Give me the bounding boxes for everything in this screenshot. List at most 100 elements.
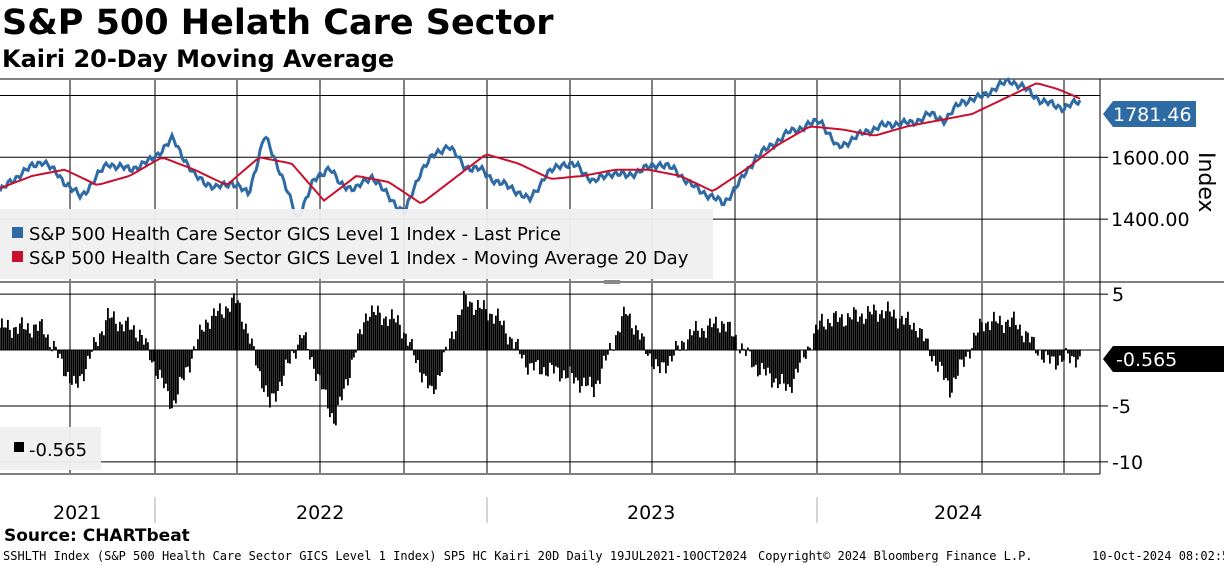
kairi-bar [571, 350, 573, 374]
kairi-bar [541, 350, 543, 375]
kairi-bar [603, 350, 605, 356]
kairi-bar [21, 317, 23, 351]
kairi-bar [1035, 350, 1037, 354]
kairi-bar [1063, 350, 1065, 361]
kairi-bar [819, 320, 821, 351]
kairi-bar [223, 317, 225, 351]
kairi-bar [61, 350, 63, 359]
kairi-bar [273, 350, 275, 394]
kairi-bar [339, 350, 341, 397]
kairi-bar [499, 320, 501, 351]
kairi-bar [93, 337, 95, 351]
kairi-bar [39, 321, 41, 351]
kairi-bar [835, 311, 837, 351]
kairi-bar [265, 350, 267, 386]
kairi-bar [515, 341, 517, 351]
moving-average-series-line [0, 82, 1081, 205]
kairi-bar [95, 342, 97, 351]
kairi-bar [353, 350, 355, 358]
kairi-bar [757, 350, 759, 377]
kairi-bar [393, 318, 395, 351]
kairi-bar [701, 328, 703, 351]
kairi-bar [557, 350, 559, 368]
kairi-bar [639, 339, 641, 351]
kairi-bar [385, 316, 387, 351]
kairi-bar [945, 350, 947, 379]
kairi-bar [433, 350, 435, 395]
kairi-bar [911, 329, 913, 351]
kairi-bar [23, 329, 25, 351]
kairi-bar [111, 317, 113, 351]
kairi-bar [887, 301, 889, 351]
kairi-bar [175, 350, 177, 404]
kairi-bar [421, 350, 423, 383]
kairi-bar [147, 342, 149, 351]
kairi-bar [535, 350, 537, 362]
kairi-bar [827, 319, 829, 351]
kairi-bar [517, 338, 519, 351]
kairi-bar [91, 350, 93, 352]
kairi-bar [145, 338, 147, 351]
kairi-bars [0, 291, 1081, 426]
kairi-bar [721, 321, 723, 351]
kairi-bar [187, 350, 189, 367]
kairi-bar [177, 350, 179, 395]
kairi-bar [169, 350, 171, 409]
kairi-bar [469, 301, 471, 351]
kairi-bar [137, 341, 139, 351]
kairi-bar [713, 323, 715, 351]
kairi-bar [65, 350, 67, 377]
kairi-bar [197, 339, 199, 351]
kairi-bar [751, 350, 753, 368]
kairi-bar [993, 311, 995, 351]
kairi-bar [483, 300, 485, 351]
kairi-bar [833, 312, 835, 351]
kairi-bar [543, 350, 545, 368]
kairi-bar [909, 324, 911, 351]
kairi-bar [153, 350, 155, 362]
kairi-bar [355, 350, 357, 353]
kairi-bar [629, 313, 631, 351]
kairi-bar [761, 350, 763, 363]
kairi-bar [671, 350, 673, 362]
kairi-bar [279, 350, 281, 382]
kairi-bar [587, 350, 589, 386]
kairi-bar [399, 324, 401, 351]
kairi-bar [237, 300, 239, 351]
kairi-bar [113, 311, 115, 351]
kairi-bar [73, 350, 75, 376]
kairi-bar [1013, 311, 1015, 351]
kairi-bar [665, 350, 667, 374]
kairi-bar [461, 309, 463, 351]
kairi-bar [879, 314, 881, 351]
kairi-bar [141, 334, 143, 351]
kairi-bar [523, 350, 525, 355]
kairi-bar [967, 350, 969, 352]
kairi-bar [525, 350, 527, 368]
kairi-bar [687, 339, 689, 351]
kairi-bar [11, 337, 13, 351]
kairi-bar [333, 350, 335, 424]
kairi-bar [269, 350, 271, 408]
kairi-bar [881, 310, 883, 351]
kairi-bar [1023, 342, 1025, 351]
kairi-bar [365, 313, 367, 351]
kairi-bar [717, 328, 719, 351]
kairi-bar [481, 309, 483, 351]
kairi-bar [873, 304, 875, 351]
kairi-bar [649, 350, 651, 354]
kairi-bar [379, 312, 381, 351]
kairi-bar [395, 322, 397, 351]
kairi-bar [661, 350, 663, 363]
kairi-bar [781, 350, 783, 374]
kairi-bar [579, 350, 581, 393]
kairi-bar [453, 339, 455, 351]
kairi-bar [667, 350, 669, 366]
kairi-bar [43, 334, 45, 351]
kairi-bar [289, 350, 291, 364]
kairi-bar [351, 350, 353, 360]
kairi-bar [285, 350, 287, 360]
kairi-bar [211, 315, 213, 351]
kairi-bar [157, 350, 159, 380]
kairi-bar [693, 330, 695, 351]
